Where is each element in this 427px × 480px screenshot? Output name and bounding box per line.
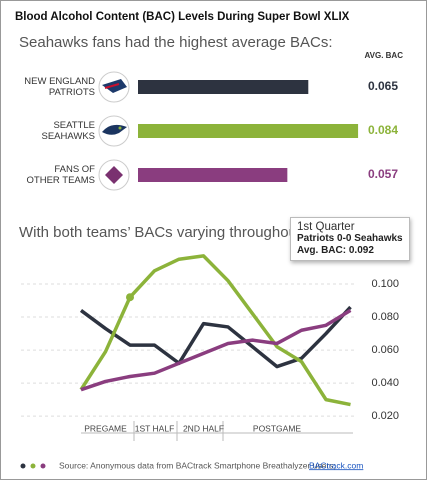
- category-label: FANS OF OTHER TEAMS: [26, 164, 95, 186]
- x-tick-label: 2ND HALF: [183, 423, 224, 433]
- value-label: 0.065: [368, 79, 398, 93]
- y-tick-label: 0.040: [371, 377, 399, 389]
- series-line: [79, 254, 351, 407]
- logo-other: [98, 159, 130, 191]
- bar: [138, 124, 359, 138]
- legend-dot: [40, 463, 46, 469]
- category-label: NEW ENGLAND PATRIOTS: [24, 76, 95, 98]
- source-link[interactable]: BACtrack.com: [309, 460, 363, 470]
- tooltip-line: Patriots 0-0 Seahawks: [297, 233, 403, 244]
- logo-seahawks: [98, 115, 130, 147]
- value-label: 0.084: [368, 123, 398, 137]
- highlight-point: [126, 293, 134, 302]
- value-header: AVG. BAC: [364, 51, 403, 60]
- series-line: [80, 308, 352, 392]
- legend-dot: [30, 463, 36, 469]
- tooltip-title: 1st Quarter: [297, 221, 355, 233]
- line-subtitle: With both teams’ BACs varying throughout…: [19, 224, 310, 241]
- series-line: [79, 305, 352, 369]
- y-tick-label: 0.080: [371, 311, 399, 323]
- x-tick-label: PREGAME: [84, 423, 127, 433]
- tooltip-line: Avg. BAC: 0.092: [297, 245, 374, 256]
- title: Blood Alcohol Content (BAC) Levels Durin…: [15, 11, 350, 23]
- bar: [138, 168, 288, 182]
- legend-dot: [20, 463, 26, 469]
- y-tick-label: 0.020: [371, 410, 399, 422]
- category-label: SEATTLE SEAHAWKS: [41, 120, 96, 142]
- tooltip: 1st Quarter Patriots 0-0 Seahawks Avg. B…: [290, 217, 410, 261]
- x-tick-label: POSTGAME: [253, 423, 302, 433]
- y-tick-label: 0.100: [371, 278, 399, 290]
- source: Source: Anonymous data from BACtrack Sma…: [59, 460, 336, 470]
- bar-subtitle: Seahawks fans had the highest average BA…: [19, 34, 333, 51]
- bar: [138, 80, 309, 94]
- x-tick-label: 1ST HALF: [135, 423, 175, 433]
- value-label: 0.057: [368, 167, 398, 181]
- logo-patriots: [98, 71, 130, 103]
- y-tick-label: 0.060: [371, 344, 399, 356]
